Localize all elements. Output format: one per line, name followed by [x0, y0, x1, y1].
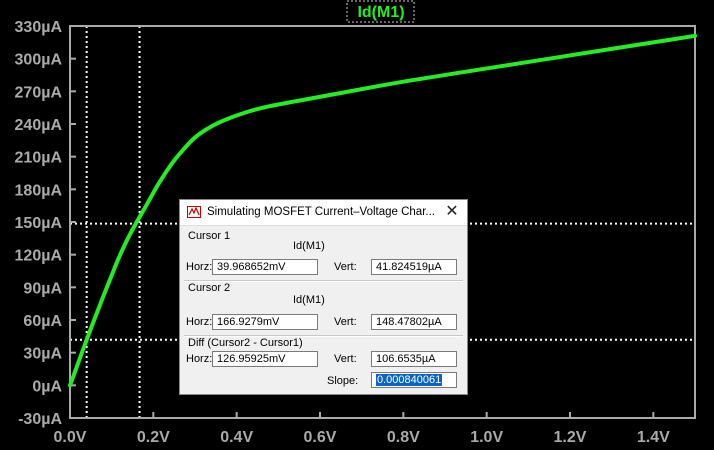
- cursor1-horz-label: Horz:: [186, 261, 213, 273]
- cursor2-vert-value: 148.47802µA: [376, 316, 442, 328]
- y-tick-label: 60µA: [23, 313, 62, 330]
- cursor1-vert-value: 41.824519µA: [376, 261, 442, 273]
- cursor1-vert-label: Vert:: [334, 261, 357, 273]
- y-tick-label: 210µA: [15, 150, 63, 167]
- dialog-title: Simulating MOSFET Current–Voltage Char..…: [207, 206, 435, 218]
- diff-vert-field[interactable]: 106.6535µA: [371, 351, 457, 367]
- y-tick-label: 120µA: [15, 248, 63, 265]
- diff-horz-value: 126.95925mV: [217, 353, 286, 365]
- trace-line-id-m1[interactable]: [68, 33, 697, 388]
- y-tick-label: 300µA: [15, 52, 63, 69]
- cursor2-vert-label: Vert:: [334, 316, 357, 328]
- x-tick-label: 1.2V: [554, 429, 587, 446]
- cursor2-label: Cursor 2: [188, 282, 231, 294]
- cursor1-horz-value: 39.968652mV: [217, 261, 286, 273]
- x-tick-label: 0.2V: [137, 429, 170, 446]
- cursor-readout-dialog[interactable]: Simulating MOSFET Current–Voltage Char..…: [179, 199, 468, 395]
- diff-vert-value: 106.6535µA: [376, 353, 436, 365]
- slope-value: 0.000840061: [376, 374, 443, 386]
- diff-label: Diff (Cursor2 - Cursor1): [188, 337, 303, 349]
- x-tick-label: 1.0V: [470, 429, 503, 446]
- diff-vert-label: Vert:: [334, 353, 357, 365]
- close-icon[interactable]: ✕: [445, 203, 459, 220]
- x-tick-label: 0.6V: [304, 429, 337, 446]
- cursor1-separator: [184, 280, 463, 282]
- y-tick-label: 330µA: [15, 19, 63, 36]
- cursor2-horz-field[interactable]: 166.9279mV: [212, 314, 318, 330]
- trace-title[interactable]: Id(M1): [357, 4, 404, 21]
- y-tick-label: 30µA: [23, 346, 62, 363]
- cursor1-horz-field[interactable]: 39.968652mV: [212, 259, 318, 275]
- ltspice-app-icon: [187, 206, 201, 218]
- x-tick-label: 0.4V: [220, 429, 253, 446]
- cursor1-label: Cursor 1: [188, 230, 231, 242]
- cursor2-separator: [184, 335, 463, 337]
- dialog-titlebar[interactable]: Simulating MOSFET Current–Voltage Char..…: [180, 200, 467, 226]
- x-tick-label: 0.8V: [387, 429, 420, 446]
- cursor2-vert-field[interactable]: 148.47802µA: [371, 314, 457, 330]
- y-tick-label: 150µA: [15, 215, 63, 232]
- cursor1-vert-field[interactable]: 41.824519µA: [371, 259, 457, 275]
- y-tick-label: 90µA: [23, 280, 62, 297]
- y-tick-label: 0µA: [32, 378, 62, 395]
- x-tick-label: 1.4V: [637, 429, 670, 446]
- slope-label: Slope:: [327, 375, 359, 387]
- y-tick-label: -30µA: [18, 411, 62, 428]
- x-tick-label: 0.0V: [54, 429, 87, 446]
- cursor2-trace-name: Id(M1): [293, 294, 325, 306]
- cursor1-trace-name: Id(M1): [293, 240, 325, 252]
- y-tick-label: 270µA: [15, 84, 63, 101]
- y-tick-label: 180µA: [15, 182, 63, 199]
- diff-horz-label: Horz:: [186, 353, 213, 365]
- trace-title-box: [346, 0, 415, 23]
- slope-field[interactable]: 0.000840061: [371, 372, 457, 388]
- diff-horz-field[interactable]: 126.95925mV: [212, 351, 318, 367]
- y-tick-label: 240µA: [15, 117, 63, 134]
- cursor2-horz-value: 166.9279mV: [217, 316, 280, 328]
- cursor2-horz-label: Horz:: [186, 316, 213, 328]
